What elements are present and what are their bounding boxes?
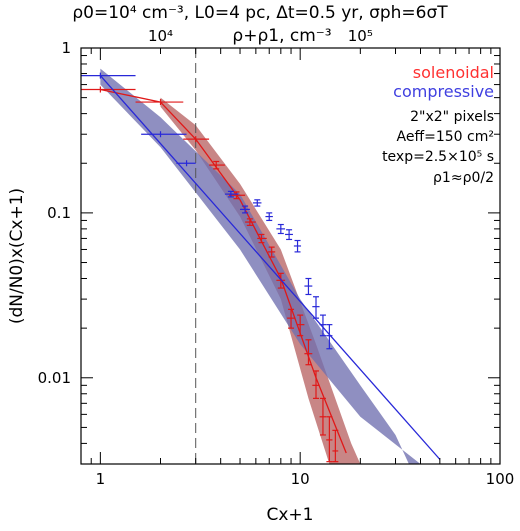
- y-tick-label-1: 0.1: [47, 204, 71, 222]
- data-point-solenoidal-7: [267, 246, 276, 258]
- data-point-compressive-6: [265, 212, 273, 222]
- data-point-solenoidal-9: [287, 308, 295, 329]
- top-axis-label: ρ+ρ1, cm⁻³: [232, 26, 331, 46]
- data-point-compressive-4: [240, 205, 250, 214]
- annotation-pixels: 2"x2" pixels: [410, 109, 494, 125]
- data-point-compressive-13: [326, 324, 333, 350]
- annotation-texp: texp=2.5×10⁵ s: [382, 149, 494, 165]
- legend-entry-compressive: compressive: [393, 82, 494, 101]
- data-point-solenoidal-2: [183, 136, 210, 143]
- y-axis-label: (dN/N0)x(Cx+1): [7, 188, 27, 324]
- x-axis-label: Cx+1: [267, 505, 314, 525]
- data-point-solenoidal-1: [135, 99, 184, 106]
- data-point-compressive-2: [176, 160, 196, 167]
- plot-frame: [80, 47, 501, 465]
- data-point-compressive-7: [276, 223, 286, 235]
- x-tick-label-1: 10: [291, 470, 310, 488]
- x-tick-label-0: 1: [96, 470, 106, 488]
- top-axis-tick-label-0: 10⁴: [148, 27, 173, 45]
- annotation-aeff: Aeff=150 cm²: [397, 129, 494, 145]
- data-point-solenoidal-5: [245, 218, 256, 226]
- data-point-solenoidal-3: [209, 160, 225, 170]
- top-axis-tick-label-1: 10⁵: [348, 27, 373, 45]
- data-point-compressive-0: [81, 72, 136, 79]
- data-point-compressive-8: [285, 229, 293, 241]
- data-point-compressive-11: [312, 296, 320, 319]
- legend-entry-solenoidal: solenoidal: [413, 63, 494, 82]
- data-point-compressive-10: [304, 277, 313, 296]
- data-point-compressive-9: [293, 239, 302, 253]
- data-point-solenoidal-13: [319, 397, 327, 436]
- band-solenoidal: [160, 97, 361, 464]
- data-point-solenoidal-11: [304, 339, 313, 366]
- data-point-solenoidal-15: [332, 429, 339, 463]
- y-tick-label-2: 1: [61, 39, 71, 57]
- x-tick-label-2: 100: [486, 470, 515, 488]
- fit-line-compressive: [99, 75, 441, 460]
- data-point-solenoidal-12: [312, 370, 320, 399]
- data-point-compressive-3: [224, 190, 239, 198]
- data-point-solenoidal-6: [257, 233, 267, 244]
- data-point-compressive-1: [141, 131, 187, 138]
- y-tick-label-0: 0.01: [38, 369, 71, 387]
- data-point-compressive-5: [252, 199, 262, 207]
- data-point-compressive-12: [319, 314, 327, 337]
- data-point-solenoidal-4: [228, 191, 246, 200]
- annotation-rho: ρ1≈ρ0/2: [433, 170, 494, 186]
- band-compressive: [100, 68, 421, 464]
- data-point-solenoidal-0: [81, 86, 136, 93]
- chart-header-params: ρ0=10⁴ cm⁻³, L0=4 pc, Δt=0.5 yr, σph=6σT: [72, 3, 448, 23]
- data-point-solenoidal-14: [326, 416, 333, 463]
- data-point-solenoidal-10: [296, 314, 305, 337]
